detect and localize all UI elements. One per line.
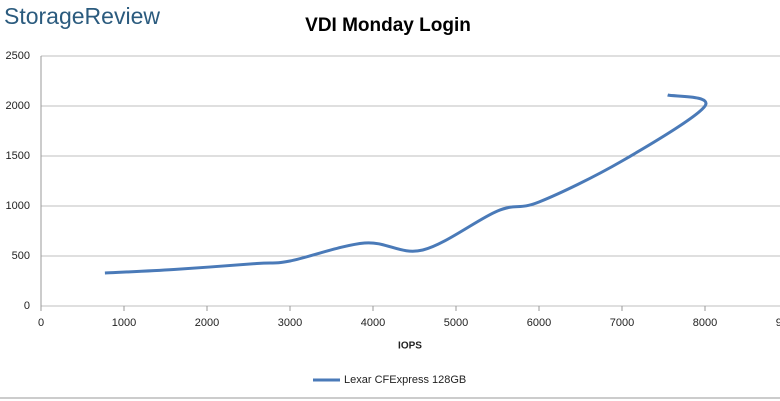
legend-label: Lexar CFExpress 128GB — [344, 374, 466, 386]
x-tick-label: 3000 — [278, 317, 302, 329]
x-tick-label: 8000 — [693, 317, 717, 329]
x-tick-label: 2000 — [195, 317, 219, 329]
y-tick-label: 500 — [12, 250, 30, 262]
y-tick-label: 2000 — [6, 100, 30, 112]
chart-title: VDI Monday Login — [305, 15, 471, 36]
x-axis-label: IOPS — [398, 341, 422, 352]
x-tick-label: 4000 — [361, 317, 385, 329]
y-tick-label: 1000 — [6, 200, 30, 212]
x-tick-label: 0 — [38, 317, 44, 329]
y-tick-label: 2500 — [6, 50, 30, 62]
brand-logo: StorageReview — [4, 3, 160, 29]
x-tick-label: 6000 — [527, 317, 551, 329]
y-tick-label: 0 — [24, 300, 30, 312]
y-tick-label: 1500 — [6, 150, 30, 162]
x-tick-label: 9000 — [776, 317, 780, 329]
x-tick-label: 5000 — [444, 317, 468, 329]
x-tick-label: 7000 — [610, 317, 634, 329]
x-tick-label: 1000 — [112, 317, 136, 329]
data-line — [104, 93, 708, 275]
